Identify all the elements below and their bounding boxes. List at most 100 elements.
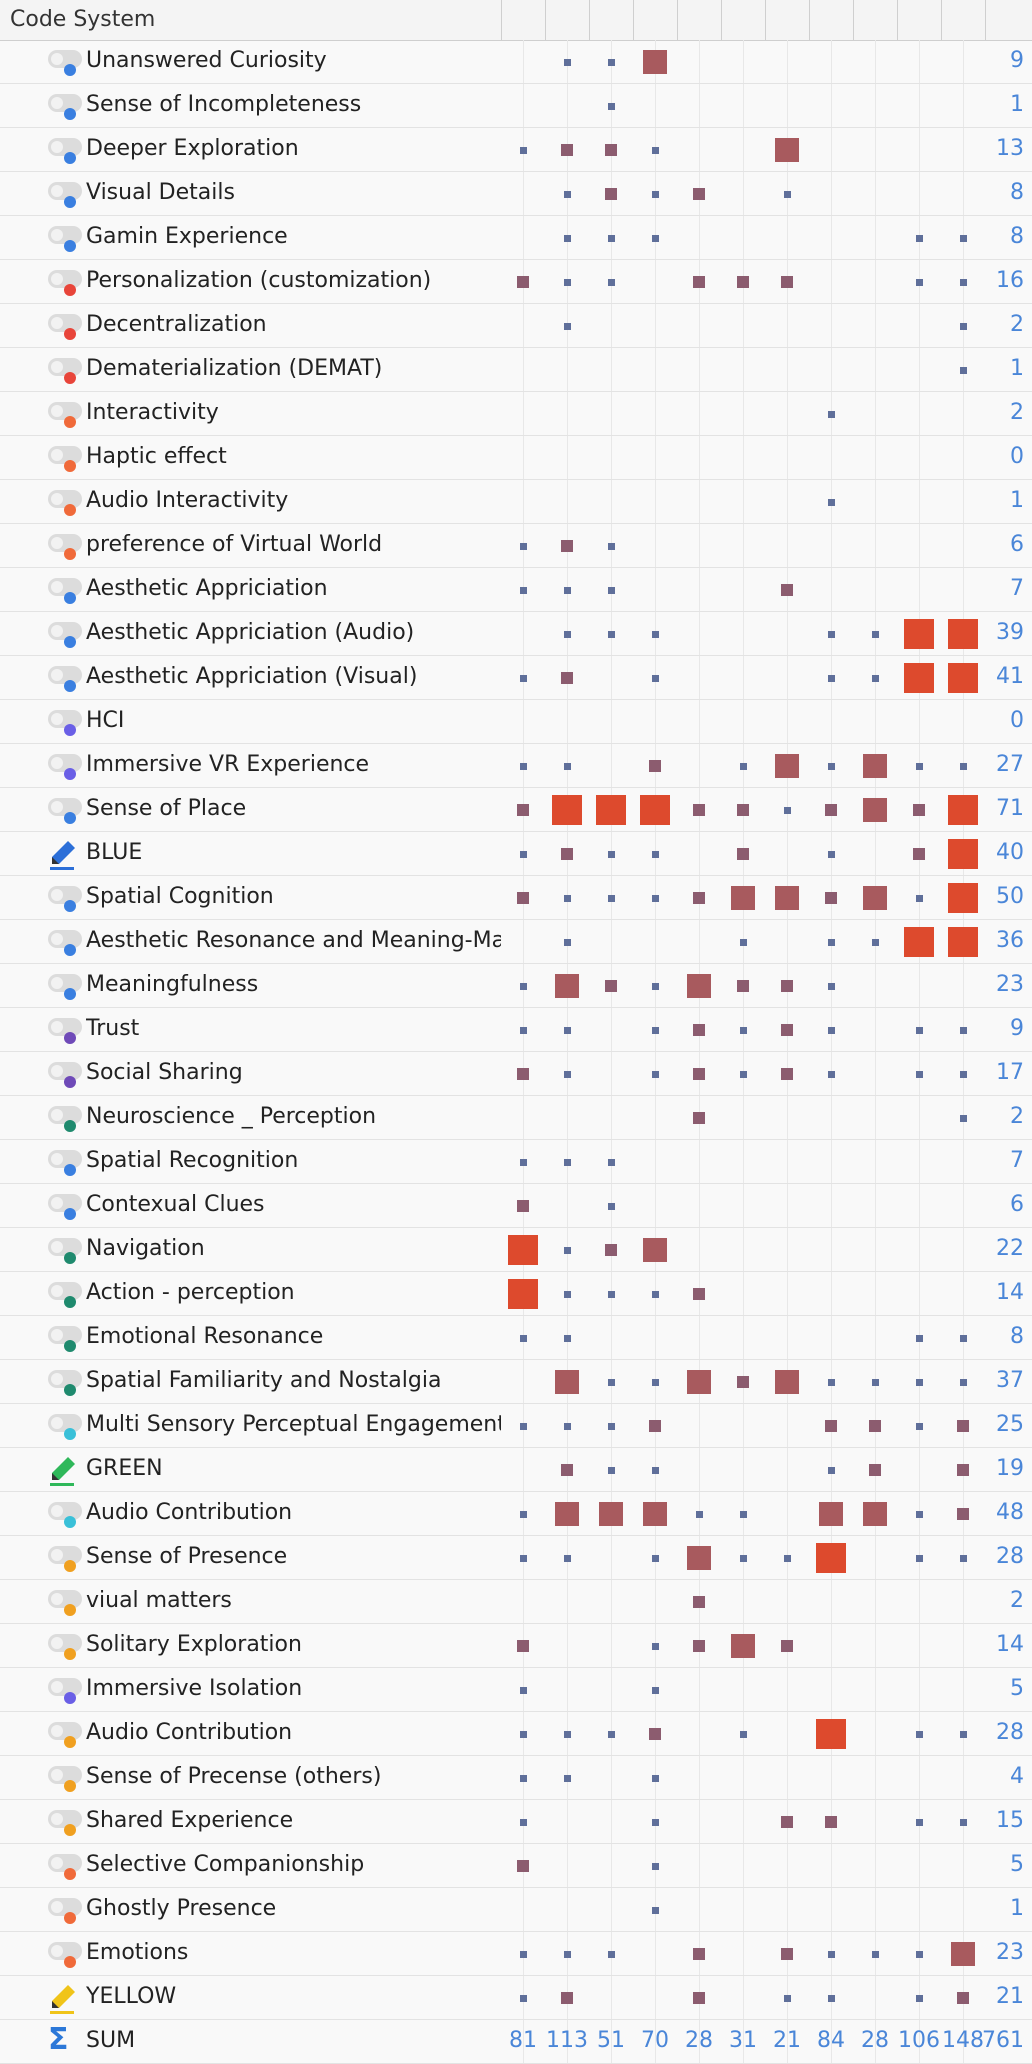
frequency-cell-square[interactable] (739, 1070, 747, 1078)
frequency-cell-square[interactable] (957, 1992, 969, 2004)
frequency-cell-square[interactable] (508, 1279, 538, 1309)
code-row[interactable]: Aesthetic Appriciation (Audio) 39 (0, 612, 1032, 656)
activation-toggle-icon[interactable] (48, 182, 82, 200)
frequency-cell-square[interactable] (959, 278, 967, 286)
frequency-cell-square[interactable] (827, 410, 835, 418)
frequency-cell-square[interactable] (904, 927, 934, 957)
frequency-cell-square[interactable] (607, 1730, 615, 1738)
frequency-cell-square[interactable] (643, 1238, 667, 1262)
frequency-cell-square[interactable] (827, 498, 835, 506)
frequency-cell-square[interactable] (651, 1774, 659, 1782)
frequency-cell-square[interactable] (871, 1950, 879, 1958)
frequency-cell-square[interactable] (605, 980, 617, 992)
frequency-cell-square[interactable] (959, 234, 967, 242)
activation-toggle-icon[interactable] (48, 226, 82, 244)
frequency-cell-square[interactable] (563, 234, 571, 242)
frequency-cell-square[interactable] (781, 1640, 793, 1652)
frequency-cell-square[interactable] (871, 1378, 879, 1386)
frequency-cell-square[interactable] (915, 1422, 923, 1430)
frequency-cell-square[interactable] (915, 1510, 923, 1518)
frequency-cell-square[interactable] (737, 980, 749, 992)
frequency-cell-square[interactable] (959, 1070, 967, 1078)
frequency-cell-square[interactable] (959, 1334, 967, 1342)
code-row[interactable]: Sense of Precense (others) 4 (0, 1756, 1032, 1800)
frequency-cell-square[interactable] (607, 102, 615, 110)
code-row[interactable]: Unanswered Curiosity 9 (0, 40, 1032, 84)
frequency-cell-square[interactable] (517, 276, 529, 288)
activation-toggle-icon[interactable] (48, 1106, 82, 1124)
frequency-cell-square[interactable] (651, 190, 659, 198)
code-row[interactable]: Audio Interactivity 1 (0, 480, 1032, 524)
frequency-cell-square[interactable] (915, 762, 923, 770)
frequency-cell-square[interactable] (563, 58, 571, 66)
code-row[interactable]: Deeper Exploration 13 (0, 128, 1032, 172)
frequency-cell-square[interactable] (517, 1200, 529, 1212)
frequency-cell-square[interactable] (781, 980, 793, 992)
code-row[interactable]: Neuroscience _ Perception 2 (0, 1096, 1032, 1140)
activation-toggle-icon[interactable] (48, 138, 82, 156)
frequency-cell-square[interactable] (561, 672, 573, 684)
frequency-cell-square[interactable] (915, 1994, 923, 2002)
frequency-cell-square[interactable] (651, 850, 659, 858)
frequency-cell-square[interactable] (957, 1508, 969, 1520)
frequency-cell-square[interactable] (825, 804, 837, 816)
frequency-cell-square[interactable] (651, 1642, 659, 1650)
frequency-cell-square[interactable] (563, 1950, 571, 1958)
frequency-cell-square[interactable] (781, 1068, 793, 1080)
frequency-cell-square[interactable] (563, 1334, 571, 1342)
frequency-cell-square[interactable] (737, 276, 749, 288)
frequency-cell-square[interactable] (519, 762, 527, 770)
code-row[interactable]: Ghostly Presence 1 (0, 1888, 1032, 1932)
frequency-cell-square[interactable] (693, 1948, 705, 1960)
frequency-cell-square[interactable] (517, 1640, 529, 1652)
frequency-cell-square[interactable] (517, 892, 529, 904)
frequency-cell-square[interactable] (519, 850, 527, 858)
frequency-cell-square[interactable] (607, 1158, 615, 1166)
activation-toggle-icon[interactable] (48, 666, 82, 684)
frequency-cell-square[interactable] (561, 1992, 573, 2004)
frequency-cell-square[interactable] (607, 1950, 615, 1958)
frequency-cell-square[interactable] (863, 886, 887, 910)
frequency-cell-square[interactable] (607, 1202, 615, 1210)
code-row[interactable]: Haptic effect 0 (0, 436, 1032, 480)
activation-toggle-icon[interactable] (48, 1942, 82, 1960)
activation-toggle-icon[interactable] (48, 930, 82, 948)
frequency-cell-square[interactable] (819, 1502, 843, 1526)
activation-toggle-icon[interactable] (48, 578, 82, 596)
frequency-cell-square[interactable] (519, 1158, 527, 1166)
frequency-cell-square[interactable] (959, 1818, 967, 1826)
code-row[interactable]: Shared Experience 15 (0, 1800, 1032, 1844)
code-row[interactable]: Sense of Presence 28 (0, 1536, 1032, 1580)
activation-toggle-icon[interactable] (48, 402, 82, 420)
code-row[interactable]: Sense of Place 71 (0, 788, 1032, 832)
frequency-cell-square[interactable] (869, 1420, 881, 1432)
frequency-cell-square[interactable] (651, 234, 659, 242)
frequency-cell-square[interactable] (651, 1290, 659, 1298)
frequency-cell-square[interactable] (915, 1950, 923, 1958)
frequency-cell-square[interactable] (915, 1334, 923, 1342)
frequency-cell-square[interactable] (783, 1554, 791, 1562)
frequency-cell-square[interactable] (775, 138, 799, 162)
code-row[interactable]: Personalization (customization) 16 (0, 260, 1032, 304)
frequency-cell-square[interactable] (693, 1992, 705, 2004)
frequency-cell-square[interactable] (640, 795, 670, 825)
code-row[interactable]: Emotional Resonance 8 (0, 1316, 1032, 1360)
frequency-cell-square[interactable] (651, 146, 659, 154)
frequency-cell-square[interactable] (561, 1464, 573, 1476)
frequency-cell-square[interactable] (783, 1994, 791, 2002)
frequency-cell-square[interactable] (913, 804, 925, 816)
code-row[interactable]: Gamin Experience 8 (0, 216, 1032, 260)
frequency-cell-square[interactable] (563, 630, 571, 638)
frequency-cell-square[interactable] (915, 894, 923, 902)
frequency-cell-square[interactable] (651, 1378, 659, 1386)
frequency-cell-square[interactable] (519, 1334, 527, 1342)
frequency-cell-square[interactable] (825, 1420, 837, 1432)
frequency-cell-square[interactable] (563, 1026, 571, 1034)
frequency-cell-square[interactable] (781, 1024, 793, 1036)
code-row[interactable]: Audio Contribution 28 (0, 1712, 1032, 1756)
frequency-cell-square[interactable] (827, 1070, 835, 1078)
activation-toggle-icon[interactable] (48, 1194, 82, 1212)
frequency-cell-square[interactable] (607, 894, 615, 902)
frequency-cell-square[interactable] (827, 850, 835, 858)
frequency-cell-square[interactable] (607, 850, 615, 858)
